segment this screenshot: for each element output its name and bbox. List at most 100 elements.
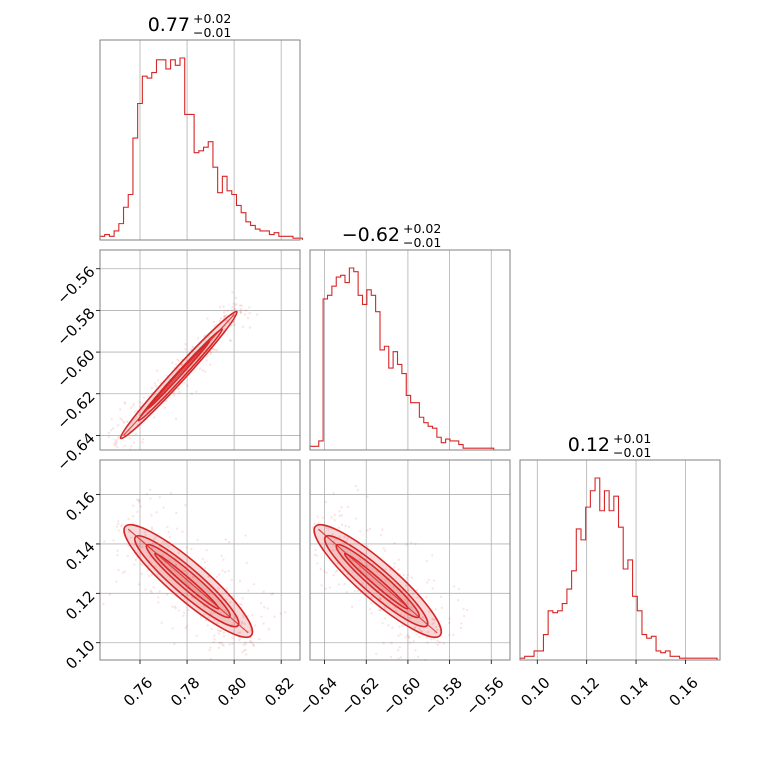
scatter-point xyxy=(223,327,226,330)
scatter-point xyxy=(227,569,230,573)
scatter-point xyxy=(434,608,437,611)
scatter-point xyxy=(320,584,323,587)
scatter-point xyxy=(366,545,369,549)
histogram-panel-2: 0.12 +0.01−0.01 xyxy=(519,431,721,661)
scatter-point xyxy=(353,590,356,593)
scatter-point xyxy=(248,640,252,643)
scatter-point xyxy=(191,596,194,599)
scatter-point xyxy=(393,606,397,609)
scatter-point xyxy=(190,392,194,395)
histogram-panel-1: −0.62 +0.02−0.01 xyxy=(309,221,511,451)
scatter-point xyxy=(173,605,176,608)
scatter-point xyxy=(435,628,439,632)
scatter-point xyxy=(157,596,160,599)
scatter-point xyxy=(128,437,131,440)
y-tick-label: 0.12 xyxy=(62,587,98,623)
scatter-point xyxy=(270,593,273,596)
scatter-point xyxy=(233,307,236,311)
scatter-point xyxy=(231,291,234,294)
scatter-point xyxy=(122,420,125,423)
scatter-point xyxy=(120,525,123,528)
scatter-point xyxy=(251,614,254,617)
scatter-point xyxy=(154,565,157,568)
scatter-point xyxy=(139,505,142,508)
scatter-point xyxy=(431,622,434,626)
scatter-point xyxy=(170,361,174,365)
scatter-point xyxy=(146,569,150,572)
scatter-point xyxy=(134,558,137,562)
scatter-point xyxy=(242,643,245,646)
scatter-point xyxy=(462,607,465,611)
scatter-point xyxy=(180,363,184,366)
scatter-point xyxy=(205,359,208,362)
scatter-point xyxy=(425,581,429,584)
scatter-point xyxy=(414,625,417,629)
param-title-minus: −0.01 xyxy=(613,445,651,460)
scatter-point xyxy=(412,639,416,643)
scatter-point xyxy=(374,652,378,656)
scatter-point xyxy=(436,643,439,646)
scatter-point xyxy=(407,635,411,638)
scatter-point xyxy=(155,511,158,514)
scatter-point xyxy=(183,382,186,385)
scatter-point xyxy=(152,586,155,589)
scatter-point xyxy=(117,520,120,523)
scatter-point xyxy=(183,570,187,573)
scatter-point xyxy=(156,379,160,382)
scatter-point xyxy=(409,606,412,609)
scatter-point xyxy=(248,306,251,309)
scatter-point xyxy=(258,638,261,641)
scatter-point xyxy=(175,563,178,566)
scatter-point xyxy=(184,626,187,630)
scatter-point xyxy=(195,634,198,637)
scatter-point xyxy=(448,633,451,637)
scatter-point xyxy=(331,533,334,536)
scatter-point xyxy=(177,551,180,555)
scatter-point xyxy=(460,622,463,625)
scatter-point xyxy=(145,492,149,496)
scatter-point xyxy=(324,587,328,591)
scatter-point xyxy=(391,626,394,630)
scatter-point xyxy=(107,431,111,435)
scatter-point xyxy=(125,420,129,423)
scatter-point xyxy=(167,530,170,534)
scatter-point xyxy=(223,315,227,319)
scatter-point xyxy=(182,614,185,618)
scatter-point xyxy=(220,554,223,558)
scatter-point xyxy=(241,597,244,600)
panel-background xyxy=(100,40,300,240)
scatter-point xyxy=(196,337,199,340)
scatter-point xyxy=(465,608,469,612)
scatter-point xyxy=(150,528,154,531)
scatter-point xyxy=(416,655,420,659)
scatter-point xyxy=(175,369,178,372)
scatter-point xyxy=(185,624,189,628)
scatter-point xyxy=(207,335,210,339)
scatter-point xyxy=(203,606,207,609)
contour-ridge xyxy=(127,528,249,634)
scatter-point xyxy=(212,640,215,644)
scatter-point xyxy=(223,315,226,318)
scatter-point xyxy=(231,305,234,309)
scatter-point xyxy=(370,612,373,615)
scatter-point xyxy=(381,528,384,531)
scatter-point xyxy=(225,587,228,590)
scatter-point xyxy=(260,615,263,618)
panel-border xyxy=(309,249,511,451)
scatter-point xyxy=(452,633,455,636)
scatter-point xyxy=(217,646,221,649)
scatter-point xyxy=(397,558,401,561)
scatter-point xyxy=(398,646,401,649)
scatter-point xyxy=(404,636,407,639)
scatter-point xyxy=(216,629,220,632)
scatter-point xyxy=(427,578,430,582)
scatter-point xyxy=(452,585,456,588)
scatter-point xyxy=(230,309,234,312)
scatter-point xyxy=(408,609,412,613)
scatter-point xyxy=(231,636,234,640)
scatter-point xyxy=(462,614,466,618)
joint-panel-1-2: −0.64−0.62−0.60−0.58−0.56 xyxy=(296,459,511,719)
scatter-point xyxy=(459,626,463,630)
scatter-point xyxy=(368,527,372,531)
scatter-point xyxy=(313,553,317,556)
